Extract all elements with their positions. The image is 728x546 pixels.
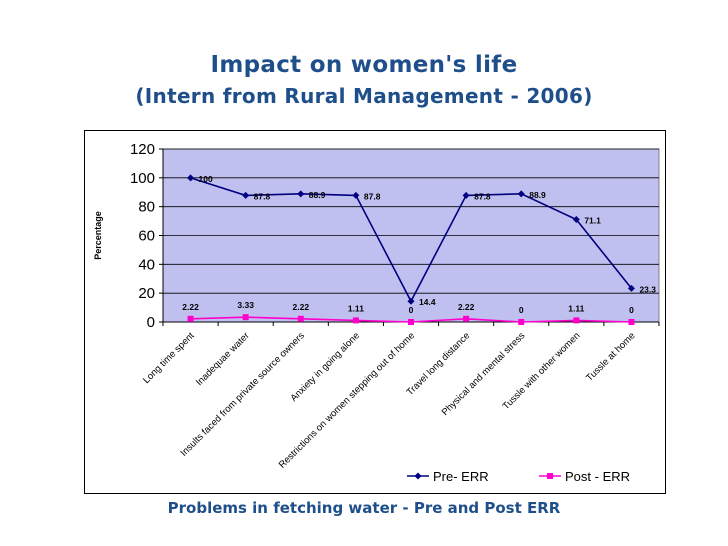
pre-err-point [517, 190, 525, 198]
legend-post-label: Post - ERR [565, 469, 630, 484]
pre-err-data-label: 87.8 [254, 191, 271, 201]
pre-err-point [407, 297, 415, 305]
post-err-data-label: 0 [629, 305, 634, 315]
slide-title: Impact on women's life [210, 52, 518, 78]
pre-err-data-label: 71.1 [584, 215, 601, 225]
pre-err-data-label: 88.9 [309, 190, 326, 200]
post-err-data-label: 1.11 [348, 303, 364, 313]
slide-subtitle: (Intern from Rural Management - 2006) [135, 84, 593, 108]
post-err-point [628, 319, 635, 325]
post-err-point [297, 315, 304, 322]
post-err-point [408, 319, 414, 325]
y-tick-label: 0 [147, 314, 155, 331]
post-err-data-label: 3.33 [237, 300, 254, 310]
pre-err-point [297, 190, 305, 198]
post-err-data-label: 2.22 [458, 302, 475, 312]
line-chart: 0 20 40 60 80 100 120 Percentage Long time spent… [93, 141, 660, 484]
post-err-data-label: 2.22 [182, 302, 199, 312]
legend-pre-swatch-marker [414, 472, 422, 480]
x-category-label: Inadequae water [194, 330, 252, 388]
post-err-point [187, 315, 194, 322]
pre-err-data-label: 87.8 [474, 191, 491, 201]
post-err-data-label: 1.11 [568, 303, 584, 313]
y-axis-label: Percentage [93, 211, 103, 260]
pre-err-point [572, 215, 580, 223]
pre-err-point [242, 191, 250, 199]
post-err-point [352, 317, 359, 324]
post-err-data-label: 0 [519, 305, 524, 315]
post-err-data-label: 2.22 [293, 302, 310, 312]
y-tick-label: 40 [138, 256, 155, 273]
pre-err-data-label: 88.9 [529, 190, 546, 200]
x-category-label: Long time spent [141, 330, 197, 386]
chart-frame: 0 20 40 60 80 100 120 Percentage Long time spent… [84, 130, 666, 494]
chart-caption: Problems in fetching water - Pre and Pos… [167, 499, 561, 517]
pre-err-data-label: 14.4 [419, 297, 436, 307]
post-err-point [242, 314, 249, 321]
pre-err-point [462, 191, 470, 199]
pre-err-point [627, 284, 635, 292]
legend-post-swatch-marker [547, 473, 553, 479]
post-err-data-label: 0 [409, 305, 414, 315]
post-err-point [463, 315, 470, 322]
y-tick-label: 120 [130, 141, 155, 158]
y-tick-label: 100 [130, 170, 155, 187]
pre-err-data-label: 100 [199, 174, 213, 184]
pre-err-point [352, 191, 360, 199]
pre-err-data-label: 23.3 [639, 284, 656, 294]
post-err-point [518, 319, 525, 325]
x-category-label: Tussle at home [584, 330, 637, 383]
y-tick-label: 60 [138, 228, 155, 245]
legend-pre-label: Pre- ERR [433, 469, 489, 484]
y-tick-label: 20 [138, 285, 155, 302]
y-tick-label: 80 [138, 199, 155, 216]
post-err-point [573, 317, 580, 324]
pre-err-data-label: 87.8 [364, 191, 381, 201]
x-category-label: Insults faced from private source owners [179, 330, 308, 459]
pre-err-point [187, 174, 195, 182]
